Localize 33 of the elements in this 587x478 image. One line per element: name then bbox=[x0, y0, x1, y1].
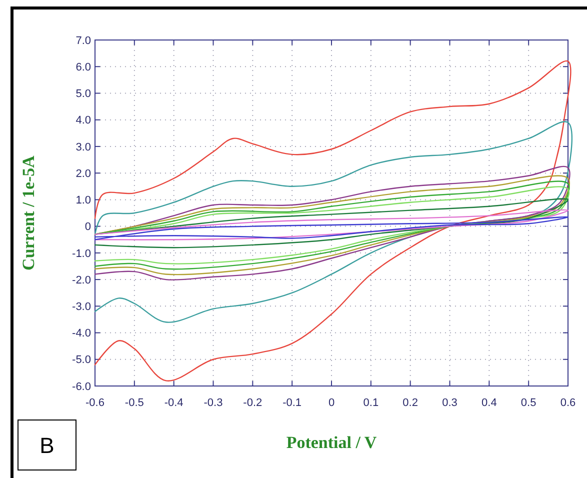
x-tick-label: 0.5 bbox=[520, 397, 536, 409]
x-tick-label: -0.4 bbox=[164, 397, 184, 409]
y-tick-label: -1.0 bbox=[72, 248, 91, 260]
x-tick-label: -0.6 bbox=[86, 397, 104, 409]
y-tick-label: 6.0 bbox=[76, 61, 91, 74]
y-tick-label: -4.0 bbox=[72, 328, 91, 340]
x-tick-label: 0.2 bbox=[402, 397, 418, 409]
text: B bbox=[40, 433, 54, 458]
x-tick-label: -0.1 bbox=[282, 397, 302, 409]
y-tick-label: -5.0 bbox=[72, 354, 91, 366]
line-series bbox=[94, 198, 569, 248]
y-tick-label: 5.0 bbox=[76, 88, 91, 100]
x-tick-label: 0.3 bbox=[442, 397, 458, 409]
y-tick-label: 7.0 bbox=[76, 34, 91, 47]
x-tick-label: 0.1 bbox=[363, 397, 379, 409]
line-series bbox=[94, 216, 569, 240]
x-tick-label: -0.3 bbox=[204, 397, 223, 409]
x-tick-label: 0 bbox=[328, 397, 335, 409]
x-axis-title: Potential / V bbox=[286, 433, 378, 452]
x-tick-label: 0.6 bbox=[560, 397, 576, 409]
y-tick-label: 0 bbox=[84, 221, 91, 234]
x-tick-label: 0.4 bbox=[482, 397, 497, 409]
y-tick-label: -3.0 bbox=[72, 301, 91, 314]
y-tick-label: -2.0 bbox=[72, 274, 91, 286]
y-tick-label: -6.0 bbox=[72, 380, 91, 393]
x-tick-label: -0.5 bbox=[124, 397, 144, 409]
y-tick-label: 3.0 bbox=[76, 141, 91, 154]
y-tick-label: 4.0 bbox=[76, 114, 91, 127]
y-tick-label: 2.0 bbox=[76, 168, 91, 180]
line-series bbox=[94, 209, 569, 240]
x-tick-label: -0.2 bbox=[243, 397, 262, 409]
y-axis-title: Current / 1e-5A bbox=[19, 154, 38, 270]
y-tick-label: 1.0 bbox=[76, 194, 91, 207]
